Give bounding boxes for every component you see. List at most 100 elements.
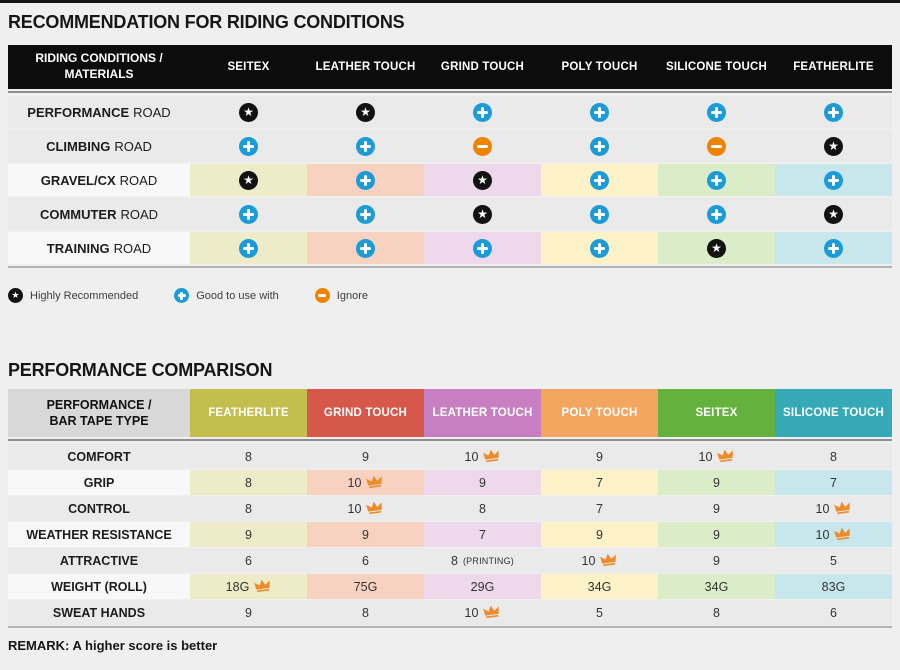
column-header-silicone-touch: SILICONE TOUCH [775, 389, 892, 437]
star-icon: ★ [473, 170, 492, 190]
score-value: 9 [245, 605, 252, 620]
remark-text: REMARK: A higher score is better [8, 638, 218, 653]
plus-icon [824, 170, 843, 190]
performance-row-label: ATTRACTIVE [59, 553, 139, 568]
riding-cell [658, 164, 775, 196]
riding-table-header-row: RIDING CONDITIONS / MATERIALS SEITEX LEAT… [8, 45, 892, 89]
score-value: 10 [347, 475, 362, 490]
plus-icon [590, 170, 609, 190]
score-cell: 8 [190, 496, 307, 521]
plus-icon [356, 204, 375, 224]
riding-conditions-table: RIDING CONDITIONS / MATERIALS SEITEX LEAT… [8, 45, 892, 268]
score-value: 7 [479, 527, 486, 542]
riding-cell: ★ [658, 232, 775, 264]
crown-icon [254, 579, 271, 593]
page-content: RECOMMENDATION FOR RIDING CONDITIONS RID… [0, 12, 900, 653]
score-cell: 9 [424, 470, 541, 495]
score-cell: 8 [190, 470, 307, 495]
riding-cell [307, 232, 424, 264]
performance-table-header-row: PERFORMANCE / BAR TAPE TYPE FEATHERLITE G… [8, 389, 892, 437]
performance-table: PERFORMANCE / BAR TAPE TYPE FEATHERLITE G… [8, 389, 892, 628]
riding-cell [775, 164, 892, 196]
riding-table-body: PERFORMANCE ROAD ★ ★ CLIMBING ROAD ★ GRAVEL/CX R… [8, 96, 892, 264]
riding-row-label: PERFORMANCE ROAD [8, 96, 190, 128]
score-cell: 10 [307, 496, 424, 521]
score-value: 10 [464, 449, 479, 464]
riding-header-line2: MATERIALS [64, 67, 134, 81]
score-value: 34G [704, 579, 729, 594]
riding-cell [658, 198, 775, 230]
performance-row-control: CONTROL 8 10 8 7 9 10 [8, 496, 892, 521]
plus-icon [356, 170, 375, 190]
legend-label: Highly Recommended [30, 289, 139, 302]
score-cell: 9 [190, 522, 307, 547]
score-value: 9 [713, 527, 720, 542]
star-icon: ★ [8, 288, 23, 303]
performance-row-label: GRIP [8, 470, 190, 495]
score-cell: 10 [424, 444, 541, 469]
riding-cell: ★ [307, 96, 424, 128]
score-value: 6 [245, 553, 252, 568]
star-icon: ★ [824, 136, 843, 156]
performance-header-line2: BAR TAPE TYPE [49, 414, 149, 428]
score-cell: 83G [775, 574, 892, 599]
plus-icon [707, 102, 726, 122]
score-cell: 6 [190, 548, 307, 573]
minus-icon [314, 288, 330, 303]
score-value: 7 [596, 475, 603, 490]
score-value: 9 [479, 475, 486, 490]
performance-row-label: SWEAT HANDS [52, 605, 146, 620]
crown-icon [366, 501, 383, 515]
column-header-leather-touch: LEATHER TOUCH [424, 389, 541, 437]
column-header-seitex: SEITEX [227, 61, 270, 73]
star-icon: ★ [239, 170, 258, 190]
riding-cell [307, 164, 424, 196]
top-border [0, 0, 900, 3]
performance-row-label: WEATHER RESISTANCE [8, 522, 190, 547]
plus-icon [590, 102, 609, 122]
column-header-silicone-touch: SILICONE TOUCH [666, 61, 767, 73]
plus-icon [356, 136, 375, 156]
star-icon: ★ [239, 102, 258, 122]
performance-row-label: CONTROL [68, 501, 130, 516]
score-cell: 5 [541, 600, 658, 625]
performance-row-grip: GRIP 8 10 9 7 9 7 [8, 470, 892, 495]
score-value: 6 [362, 553, 369, 568]
table-bottom-divider [8, 266, 892, 268]
crown-icon [834, 501, 851, 515]
score-cell: 9 [541, 522, 658, 547]
riding-cell [190, 198, 307, 230]
score-cell: 9 [307, 444, 424, 469]
score-cell: 8 [424, 496, 541, 521]
legend-item-good-to-use-with: Good to use with [174, 288, 279, 303]
score-value: 8 [713, 605, 720, 620]
riding-row-label-rest: ROAD [119, 172, 158, 188]
performance-row-sweat-hands: SWEAT HANDS 9 8 10 5 8 6 [8, 600, 892, 625]
minus-icon [473, 136, 492, 156]
score-cell: 29G [424, 574, 541, 599]
score-value: 10 [347, 501, 362, 516]
performance-row-label: COMFORT [67, 449, 131, 464]
riding-cell [541, 130, 658, 162]
score-cell: 10 [775, 496, 892, 521]
score-value: 10 [815, 527, 830, 542]
legend-item-ignore: Ignore [314, 288, 368, 303]
riding-cell [307, 198, 424, 230]
score-value: 9 [362, 449, 369, 464]
plus-icon [356, 238, 375, 258]
score-value: 10 [815, 501, 830, 516]
riding-row-commuter: COMMUTER ROAD ★ ★ [8, 198, 892, 230]
column-header-poly-touch: POLY TOUCH [541, 389, 658, 437]
riding-row-label: GRAVEL/CX ROAD [8, 164, 190, 196]
riding-cell [190, 232, 307, 264]
score-cell: 9 [658, 470, 775, 495]
score-value: 5 [596, 605, 603, 620]
score-cell: 6 [775, 600, 892, 625]
performance-table-body: COMFORT 8 9 10 9 10 8 GRIP 8 10 9 7 9 7 CONTROL 8 10 8 7 9 1… [8, 444, 892, 625]
score-cell: 7 [541, 470, 658, 495]
crown-icon [483, 449, 500, 463]
score-value: 8 [245, 501, 252, 516]
score-cell: 8 [307, 600, 424, 625]
score-value: 8 [245, 449, 252, 464]
riding-cell [307, 130, 424, 162]
